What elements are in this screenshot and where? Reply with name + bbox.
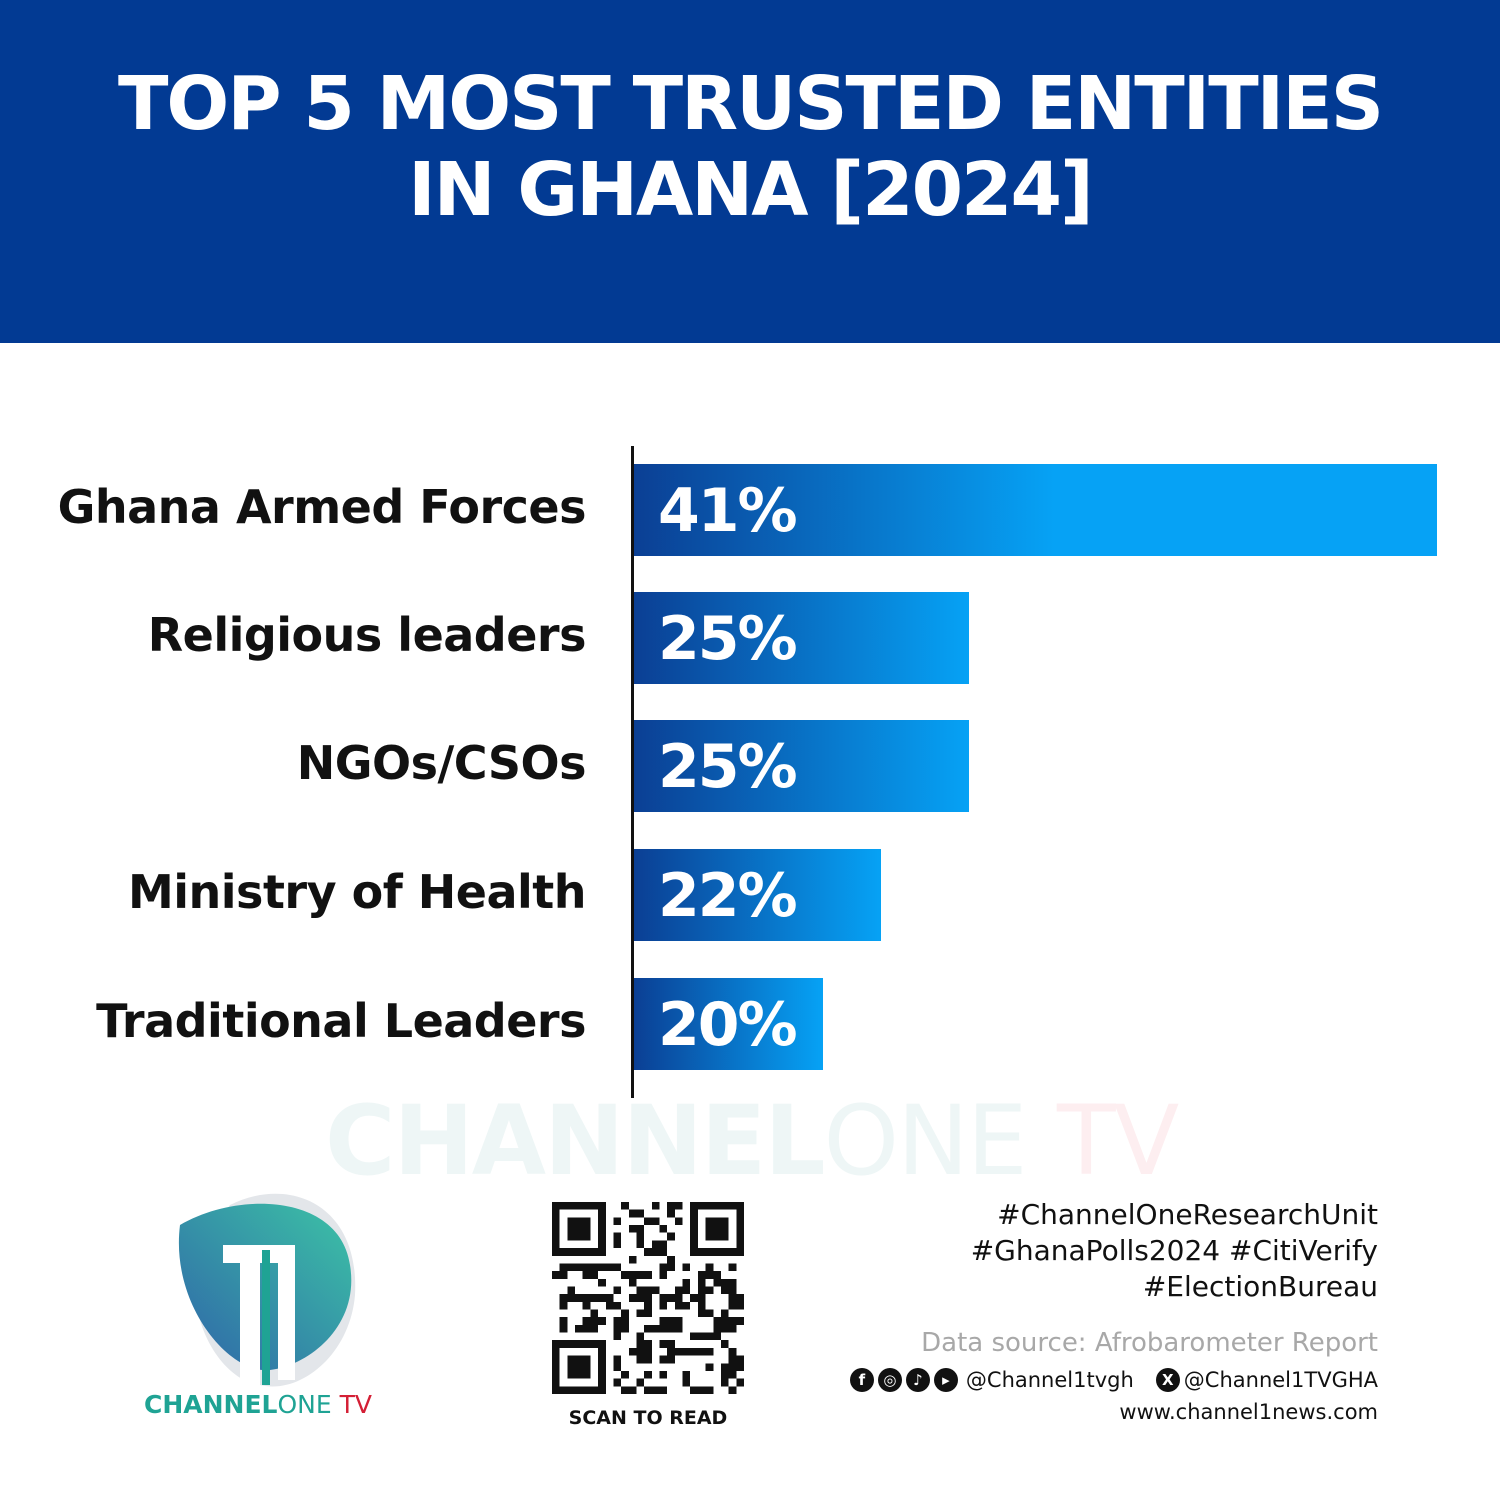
title-line-2: IN GHANA [2024]: [408, 146, 1094, 233]
category-label: Traditional Leaders: [96, 994, 586, 1048]
x-handle[interactable]: @Channel1TVGHA: [1183, 1368, 1378, 1392]
instagram-icon[interactable]: ◎: [877, 1368, 902, 1392]
watermark-light: ONE: [823, 1085, 1028, 1197]
hashtags: #ChannelOneResearchUnit #GhanaPolls2024 …: [971, 1197, 1378, 1305]
title-line-1: TOP 5 MOST TRUSTED ENTITIES: [117, 60, 1384, 147]
category-label: Religious leaders: [147, 608, 587, 662]
hashtag-line: #GhanaPolls2024 #CitiVerify: [970, 1234, 1378, 1267]
y-axis-line: [631, 446, 634, 1098]
category-label: Ghana Armed Forces: [57, 480, 587, 534]
watermark-bold: CHANNEL: [325, 1085, 826, 1197]
bar: 20%: [634, 978, 823, 1070]
watermark: CHANNELONE TV: [325, 1085, 1179, 1197]
channel-one-logo: [178, 1193, 356, 1390]
qr-code[interactable]: [552, 1202, 744, 1394]
social-row: f ◎ ♪ ▸ @Channel1tvgh X @Channel1TVGHA: [849, 1368, 1378, 1392]
website-link[interactable]: www.channel1news.com: [1119, 1400, 1378, 1424]
logo-tv: TV: [339, 1390, 372, 1419]
bar: 41%: [634, 464, 1437, 556]
logo-light: ONE: [277, 1390, 332, 1419]
x-icon[interactable]: X: [1155, 1368, 1180, 1392]
hashtag-line: #ChannelOneResearchUnit: [997, 1198, 1378, 1231]
facebook-icon[interactable]: f: [849, 1368, 874, 1392]
bar: 22%: [634, 849, 882, 941]
data-source: Data source: Afrobarometer Report: [921, 1328, 1378, 1358]
data-label: 25%: [658, 732, 798, 802]
hashtag-line: #ElectionBureau: [1142, 1270, 1378, 1303]
page-title: TOP 5 MOST TRUSTED ENTITIES IN GHANA [20…: [117, 60, 1384, 233]
tiktok-icon[interactable]: ♪: [905, 1368, 930, 1392]
data-label: 20%: [658, 990, 798, 1060]
logo-wordmark: CHANNELONE TV: [144, 1390, 372, 1419]
logo-bold: CHANNEL: [144, 1390, 278, 1419]
category-label: NGOs/CSOs: [296, 736, 587, 790]
data-label: 22%: [658, 861, 798, 931]
category-label: Ministry of Health: [128, 865, 587, 919]
bar: 25%: [634, 592, 969, 684]
youtube-icon[interactable]: ▸: [933, 1368, 958, 1392]
data-label: 25%: [658, 604, 798, 674]
data-label: 41%: [658, 476, 798, 546]
bar: 25%: [634, 720, 969, 812]
qr-caption: SCAN TO READ: [568, 1407, 728, 1429]
social-handle[interactable]: @Channel1tvgh: [965, 1368, 1134, 1392]
header-banner: TOP 5 MOST TRUSTED ENTITIES IN GHANA [20…: [0, 0, 1500, 343]
watermark-tv: TV: [1056, 1085, 1179, 1197]
